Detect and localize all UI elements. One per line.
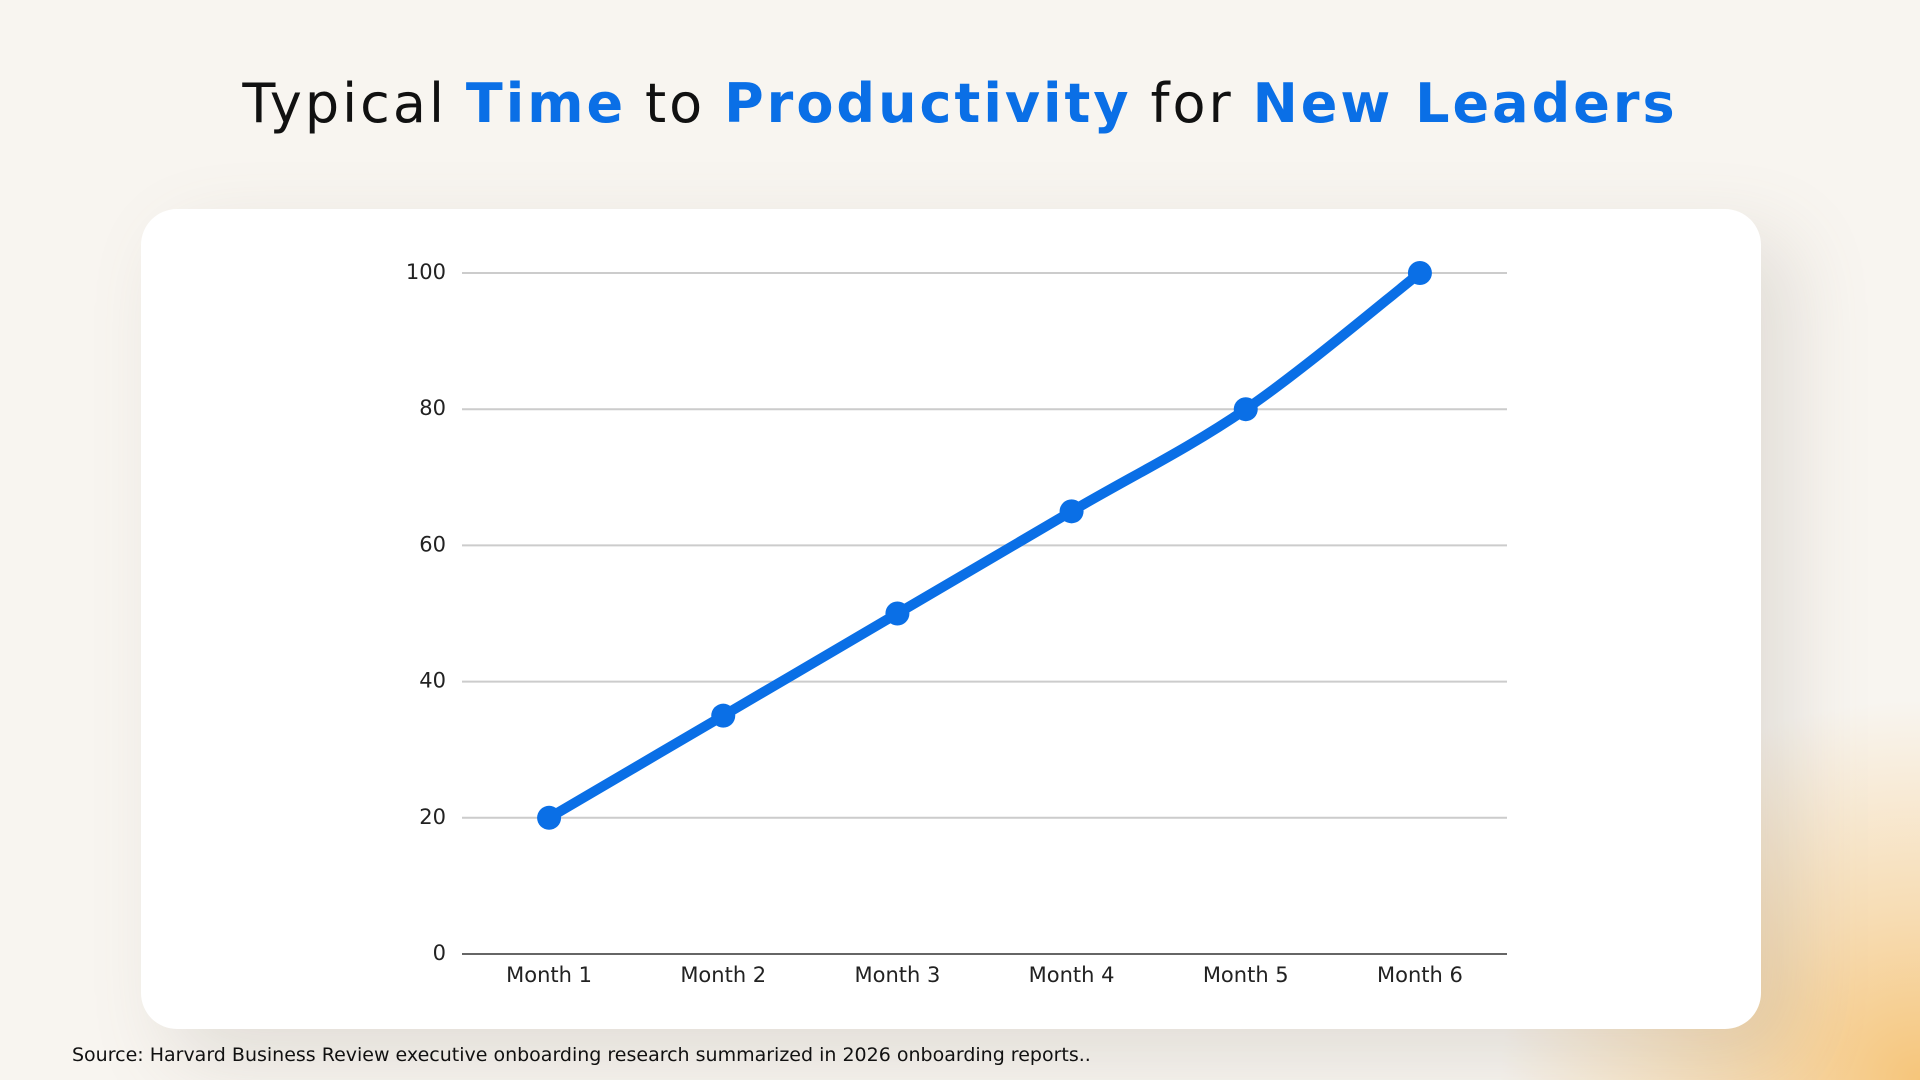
title-text: to [645, 72, 706, 135]
title-emphasis: Time [465, 72, 627, 135]
x-tick-label: Month 4 [1029, 963, 1115, 987]
point [885, 601, 910, 626]
point [711, 703, 736, 728]
x-tick-label: Month 2 [680, 963, 766, 987]
point [1233, 397, 1258, 422]
point [1407, 261, 1432, 285]
source-note: Source: Harvard Business Review executiv… [72, 1044, 1091, 1066]
y-tick-label: 20 [419, 805, 446, 829]
x-tick-label: Month 6 [1377, 963, 1463, 987]
line [546, 269, 1424, 823]
chart-card [141, 209, 1761, 1029]
point [1059, 499, 1084, 524]
point [537, 805, 562, 830]
title-emphasis: Productivity [724, 72, 1132, 135]
x-tick-label: Month 1 [506, 963, 592, 987]
y-tick-label: 80 [419, 396, 446, 420]
chart-title: Typical Time to Productivity for New Leaders [0, 72, 1920, 135]
y-tick-label: 60 [419, 532, 446, 556]
title-text: Typical [242, 72, 447, 135]
y-tick-label: 40 [419, 669, 446, 693]
y-tick-label: 100 [406, 260, 446, 284]
x-tick-label: Month 5 [1203, 963, 1289, 987]
title-text: for [1150, 72, 1234, 135]
x-tick-label: Month 3 [854, 963, 940, 987]
title-emphasis: New Leaders [1252, 72, 1678, 135]
y-tick-label: 0 [433, 941, 446, 965]
